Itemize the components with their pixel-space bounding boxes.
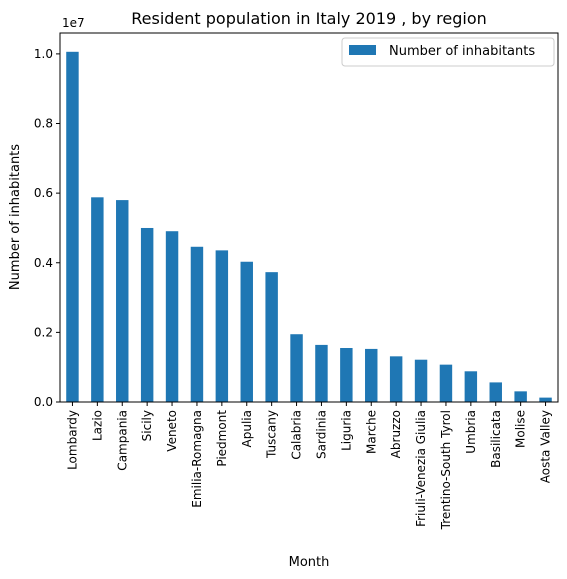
bars-group <box>66 51 552 402</box>
bar-lombardy <box>66 51 79 402</box>
bar-sardinia <box>315 344 328 402</box>
legend: Number of inhabitants <box>341 37 555 67</box>
x-tick-label: Basilicata <box>489 410 503 468</box>
x-tick-label: Abruzzo <box>389 410 403 458</box>
bar-tuscany <box>265 272 278 402</box>
x-tick-label: Calabria <box>290 410 304 460</box>
bar-umbria <box>464 371 478 402</box>
bar-apulia <box>240 261 253 402</box>
x-axis-ticks: Lombardy Lazio Campania Sicily Veneto Emilia-… <box>65 402 553 530</box>
y-tick-label: 1.0 <box>34 47 53 61</box>
bar-piedmont <box>215 250 229 402</box>
x-tick-label: Liguria <box>339 410 353 451</box>
legend-entry-label: Number of inhabitants <box>389 44 535 59</box>
y-tick-label: 0.0 <box>34 395 53 409</box>
legend-box <box>341 37 555 67</box>
y-axis-ticks: 0.0 0.2 0.4 0.6 0.8 1.0 <box>34 47 60 409</box>
bar-trentino-south-tyrol <box>439 364 453 402</box>
bar-abruzzo <box>389 356 403 402</box>
y-tick-label: 0.2 <box>34 325 53 339</box>
bar-sicily <box>140 227 154 402</box>
x-tick-label: Emilia-Romagna <box>190 410 204 508</box>
x-tick-label: Umbria <box>464 410 478 454</box>
x-tick-label: Campania <box>115 410 129 471</box>
bar-liguria <box>340 348 353 402</box>
bar-calabria <box>290 334 303 402</box>
x-tick-label: Friuli-Venezia Giulia <box>414 410 428 527</box>
x-tick-label: Apulia <box>240 410 254 447</box>
bar-campania <box>116 200 129 402</box>
x-tick-label: Molise <box>514 410 528 448</box>
bar-basilicata <box>489 382 502 402</box>
y-axis-offset-label: 1e7 <box>62 16 85 30</box>
bar-molise <box>514 391 527 402</box>
y-tick-label: 0.4 <box>34 256 53 270</box>
bar-friuli-venezia-giulia <box>414 359 428 402</box>
x-tick-label: Tuscany <box>265 410 279 459</box>
legend-swatch <box>349 45 376 55</box>
bar-lazio <box>91 197 104 402</box>
x-tick-label: Lombardy <box>65 410 79 470</box>
bar-emilia-romagna <box>190 246 204 402</box>
x-axis-label: Month <box>289 555 330 570</box>
x-tick-label: Lazio <box>90 410 104 441</box>
x-tick-label: Marche <box>364 410 378 454</box>
x-tick-label: Sardinia <box>314 410 328 459</box>
x-tick-label: Piedmont <box>215 410 229 467</box>
x-tick-label: Trentino-South Tyrol <box>439 410 453 530</box>
chart-title: Resident population in Italy 2019 , by r… <box>131 9 487 28</box>
bar-aosta-valley <box>539 397 552 402</box>
bar-marche <box>365 348 378 402</box>
x-tick-label: Veneto <box>165 410 179 452</box>
x-tick-label: Aosta Valley <box>539 410 553 483</box>
x-tick-label: Sicily <box>140 410 154 441</box>
y-axis-label: Number of inhabitants <box>8 144 23 290</box>
plot-frame <box>59 32 559 403</box>
y-tick-label: 0.8 <box>34 117 53 131</box>
y-tick-label: 0.6 <box>34 186 53 200</box>
bar-veneto <box>165 231 179 402</box>
